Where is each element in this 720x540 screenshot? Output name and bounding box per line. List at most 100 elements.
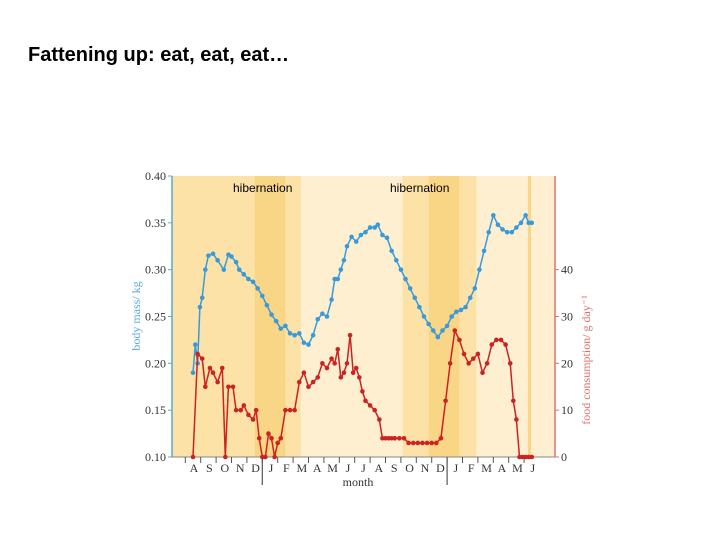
chart-series	[190, 213, 535, 460]
body-mass-point	[509, 229, 515, 235]
food-consumption-point	[350, 370, 356, 376]
food-consumption-point	[429, 440, 435, 446]
food-consumption-point	[335, 346, 341, 352]
food-consumption-point	[367, 403, 373, 408]
body-mass-point	[349, 234, 354, 240]
food-consumption-point	[363, 398, 368, 404]
x-tick-label: N	[421, 461, 430, 475]
body-mass-point	[341, 258, 347, 263]
food-consumption-point	[329, 356, 334, 361]
food-consumption-point	[353, 365, 359, 371]
food-consumption-point	[241, 403, 247, 408]
body-mass-point	[320, 311, 325, 316]
food-consumption-point	[529, 454, 535, 460]
food-consumption-point	[410, 440, 416, 446]
food-consumption-point	[377, 417, 382, 422]
food-consumption-point	[275, 440, 281, 446]
food-consumption-point	[415, 440, 421, 446]
food-consumption-point	[278, 435, 284, 441]
body-mass-point	[389, 248, 394, 254]
food-consumption-point	[233, 407, 239, 413]
body-mass-point	[210, 251, 216, 257]
food-consumption-point	[344, 361, 350, 366]
food-consumption-point	[207, 365, 213, 371]
body-mass-point	[417, 304, 422, 310]
body-mass-point	[363, 229, 368, 235]
food-consumption-point	[498, 337, 504, 343]
x-tick-label: A	[313, 461, 322, 475]
food-consumption-point	[434, 440, 439, 446]
body-mass-point	[206, 253, 211, 258]
y-tick-label: 0.35	[145, 216, 166, 230]
y-tick-label: 0.15	[145, 403, 166, 417]
body-mass-point	[514, 225, 519, 230]
body-mass-point	[215, 258, 220, 263]
food-consumption-point	[443, 398, 448, 404]
x-tick-label: A	[190, 461, 199, 475]
body-mass-point	[241, 272, 247, 277]
body-mass-point	[255, 286, 260, 291]
body-mass-point	[412, 295, 418, 301]
food-consumption-point	[372, 407, 378, 413]
food-consumption-point	[470, 356, 476, 361]
food-consumption-point	[292, 407, 297, 413]
body-mass-point	[269, 312, 274, 317]
body-mass-point	[338, 267, 344, 272]
food-consumption-point	[514, 417, 519, 422]
x-tick-label: M	[481, 461, 492, 475]
body-mass-point	[481, 248, 487, 254]
y2-axis-title: food consumption/ g day⁻¹	[579, 295, 593, 425]
food-consumption-point	[301, 370, 307, 376]
food-consumption-point	[392, 435, 398, 441]
body-mass-point	[335, 276, 341, 282]
x-tick-label: J	[269, 461, 274, 475]
food-consumption-point	[246, 412, 251, 418]
food-consumption-point	[332, 361, 337, 366]
x-tick-label: M	[296, 461, 307, 475]
food-consumption-point	[195, 351, 200, 357]
body-mass-point	[435, 334, 441, 340]
food-consumption-point	[253, 407, 259, 413]
food-consumption-point	[310, 379, 316, 385]
food-consumption-point	[256, 435, 262, 441]
food-consumption-point	[263, 454, 268, 460]
food-consumption-point	[360, 389, 365, 394]
food-consumption-point	[269, 435, 274, 441]
food-consumption-point	[223, 454, 228, 460]
x-tick-label: O	[405, 461, 414, 475]
x-tick-label: F	[468, 461, 475, 475]
y-tick-label: 0.30	[145, 263, 166, 277]
food-consumption-point	[357, 375, 362, 380]
body-mass-point	[273, 318, 279, 324]
body-mass-point	[477, 267, 482, 272]
food-consumption-point	[238, 407, 244, 413]
y2-tick-label: 0	[561, 450, 567, 464]
body-mass-point	[449, 314, 455, 319]
food-consumption-point	[210, 370, 216, 376]
food-consumption-point	[406, 440, 411, 446]
food-consumption-point	[489, 342, 495, 347]
y2-tick-label: 40	[561, 263, 573, 277]
y-tick-label: 0.40	[145, 169, 166, 183]
hibernation-label-1: hibernation	[233, 181, 292, 195]
food-consumption-point	[230, 384, 236, 390]
body-mass-point	[229, 254, 234, 259]
food-consumption-point	[324, 365, 330, 371]
body-mass-point	[250, 279, 256, 285]
body-mass-point	[467, 295, 473, 301]
body-mass-point	[233, 259, 239, 265]
food-consumption-point	[447, 361, 453, 366]
body-mass-point	[310, 332, 316, 338]
body-mass-point	[491, 213, 496, 218]
food-consumption-point	[503, 342, 508, 347]
food-consumption-point	[507, 361, 513, 366]
x-tick-label: A	[498, 461, 507, 475]
body-mass-point	[426, 321, 431, 327]
body-mass-point	[367, 225, 373, 230]
body-mass-point	[393, 258, 399, 263]
body-mass-point	[203, 267, 208, 272]
food-consumption-point	[480, 370, 485, 376]
food-consumption-point	[315, 375, 321, 380]
y-axis-title: body mass/ kg	[129, 281, 143, 350]
